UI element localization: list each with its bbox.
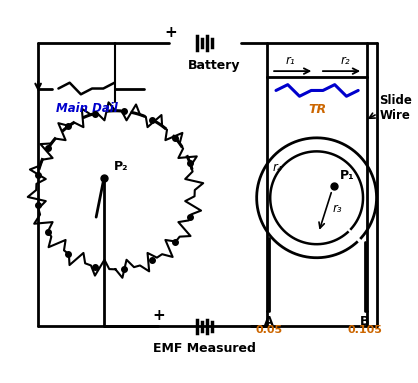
Text: B: B	[360, 315, 370, 328]
Text: P₁: P₁	[340, 169, 354, 182]
Text: r₃: r₃	[333, 202, 343, 214]
Text: r₁: r₁	[285, 54, 296, 67]
Text: Slide
Wire: Slide Wire	[380, 94, 412, 122]
Text: P₂: P₂	[114, 160, 128, 173]
Text: 0.105: 0.105	[347, 326, 382, 336]
Text: Battery: Battery	[188, 59, 240, 72]
Text: 0.05: 0.05	[256, 326, 283, 336]
Text: +: +	[164, 25, 177, 40]
Text: EMF Measured: EMF Measured	[153, 342, 256, 355]
Text: TR: TR	[308, 103, 326, 116]
Text: r₂: r₂	[341, 54, 350, 67]
Text: Main Dail: Main Dail	[56, 102, 117, 115]
Text: +: +	[153, 308, 166, 324]
Text: A: A	[265, 315, 274, 328]
Text: r₄: r₄	[272, 160, 282, 173]
